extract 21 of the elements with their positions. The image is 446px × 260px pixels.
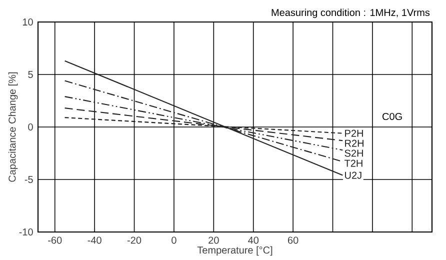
- series-label: T2H: [344, 160, 362, 167]
- x-tick-label: 20: [208, 236, 219, 244]
- y-tick-label: 5: [28, 71, 33, 78]
- y-tick-label: 10: [22, 18, 33, 26]
- annotation: C0G: [382, 112, 402, 120]
- x-tick-label: -60: [48, 236, 62, 244]
- x-tick-label: 60: [288, 236, 298, 244]
- y-tick-label: -5: [24, 176, 33, 183]
- x-tick-label: 40: [248, 236, 259, 244]
- x-tick-label: -40: [88, 236, 102, 244]
- series-label: R2H: [345, 140, 364, 147]
- x-axis-title: Temperature [°C]: [197, 246, 272, 256]
- x-tick-label: -20: [127, 236, 142, 244]
- series-label: S2H: [344, 150, 363, 157]
- chart-title: Measuring condition : 1MHz, 1Vrms: [272, 8, 430, 18]
- series-label: P2H: [345, 130, 363, 137]
- x-tick-label: 0: [172, 236, 176, 244]
- y-axis-title: Capacitance Change [%]: [8, 72, 18, 182]
- y-tick-label: 0: [28, 123, 33, 131]
- y-tick-label: -10: [19, 228, 33, 236]
- series-label: U2J: [345, 172, 362, 179]
